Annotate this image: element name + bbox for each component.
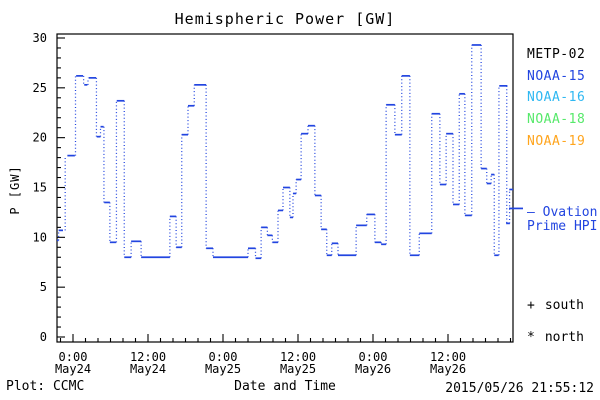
legend-item-ovation-prime-hpi: — Ovation Prime HPI: [527, 206, 597, 234]
y-tick-label: 20: [33, 131, 47, 145]
north-label: north: [544, 330, 584, 345]
x-tick-date-label: May26: [355, 362, 391, 376]
north-marker-note: * north: [527, 330, 584, 345]
x-tick-time-label: 12:00: [280, 350, 316, 364]
y-axis-title: P [GW]: [8, 165, 22, 215]
x-tick-date-label: May24: [55, 362, 91, 376]
plot-timestamp: 2015/05/26 21:55:12: [445, 381, 594, 396]
chart-title: Hemispheric Power [GW]: [174, 10, 396, 28]
plot-credit: Plot: CCMC: [6, 379, 85, 394]
south-marker-note: + south: [527, 298, 584, 313]
ovation-label-line1: Ovation: [542, 205, 598, 220]
y-tick-label: 10: [33, 230, 47, 244]
x-tick-date-label: May24: [130, 362, 166, 376]
y-tick-label: 25: [33, 81, 47, 95]
x-axis-title: Date and Time: [234, 379, 336, 394]
x-tick-time-label: 12:00: [130, 350, 166, 364]
plus-symbol-icon: +: [527, 298, 535, 313]
x-tick-time-label: 12:00: [430, 350, 466, 364]
x-tick-date-label: May26: [430, 362, 466, 376]
x-tick-time-label: 0:00: [59, 350, 88, 364]
x-tick-date-label: May25: [280, 362, 316, 376]
asterisk-symbol-icon: *: [527, 330, 535, 345]
x-tick-time-label: 0:00: [209, 350, 238, 364]
y-tick-label: 15: [33, 180, 47, 194]
x-tick-date-label: May25: [205, 362, 241, 376]
ovation-line-swatch: —: [527, 205, 535, 220]
x-tick-time-label: 0:00: [359, 350, 388, 364]
ovation-label-line2: Prime HPI: [527, 219, 598, 234]
y-tick-label: 30: [33, 31, 47, 45]
y-tick-label: 5: [40, 280, 47, 294]
y-tick-label: 0: [40, 330, 47, 344]
south-label: south: [544, 298, 584, 313]
